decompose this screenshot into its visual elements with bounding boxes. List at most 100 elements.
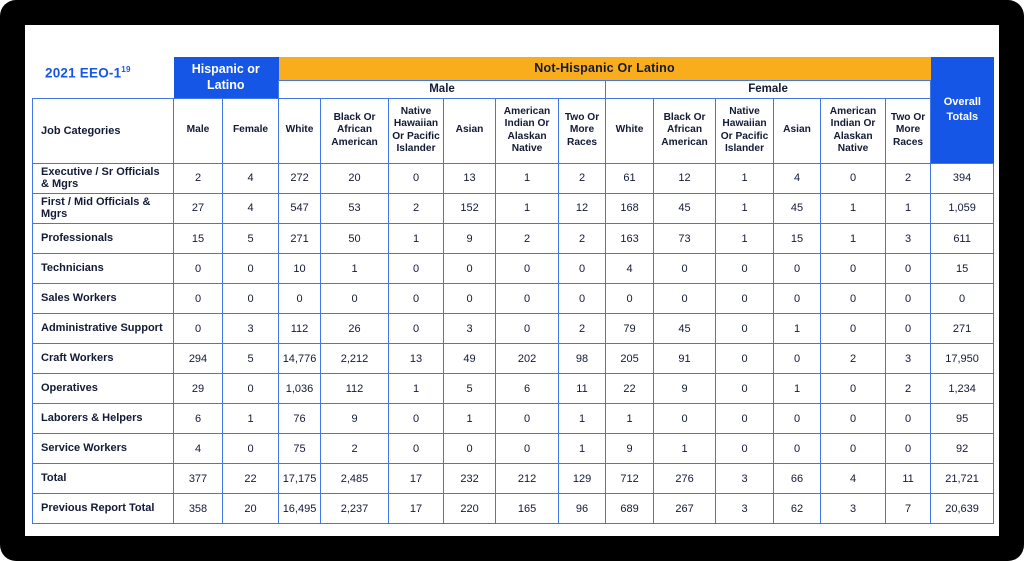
data-cell: 0 [820,433,887,465]
column-header: White [278,97,322,164]
table-row: Operatives 29 0 1,036 112 1 5 6 11 22 9 0 1 0 2 1,234 [32,373,995,405]
data-cell: 2,485 [320,463,390,495]
data-cell: 4 [820,463,887,495]
data-cell: 7 [885,493,932,525]
data-cell: 0 [221,433,280,465]
data-cell: 15 [173,223,223,255]
data-cell: 27 [173,192,223,225]
data-cell: 0 [773,253,822,285]
table-row: Administrative Support 0 3 112 26 0 3 0 2 79 45 0 1 0… [32,313,995,345]
data-cell: 12 [653,162,717,194]
data-cell: 22 [605,373,655,405]
data-cell: 2 [558,223,607,255]
data-cell: 0 [558,253,607,285]
table-row: Sales Workers 0 0 0 0 0 0 0 0 0 0 0 0 0 0 0 [32,283,995,315]
data-cell: 0 [388,253,445,285]
data-cell: 267 [653,493,717,525]
column-header: Black Or African American [653,97,717,164]
eeo1-table: Hispanic or Latino Not-Hispanic Or Latin… [32,57,995,525]
data-cell: 29 [173,373,223,405]
column-header: Two Or More Races [558,97,607,164]
overall-totals-banner: Overall Totals [930,57,994,163]
column-header: Male [173,97,223,164]
data-cell: 0 [653,283,717,315]
data-cell: 1 [885,192,932,225]
data-cell: 0 [715,253,775,285]
data-cell: 3 [221,313,280,345]
data-cell: 13 [443,162,497,194]
data-cell: 2 [558,313,607,345]
data-cell: 0 [495,313,560,345]
data-cell: 0 [173,253,223,285]
banner-row-top: Hispanic or Latino Not-Hispanic Or Latin… [33,57,994,163]
data-cell: 168 [605,192,655,225]
data-cell: 0 [495,403,560,435]
data-cell: 271 [278,223,322,255]
data-cell: 16,495 [278,493,322,525]
data-cell: 0 [221,283,280,315]
data-cell: 1 [388,373,445,405]
data-cell: 75 [278,433,322,465]
data-cell: 0 [558,283,607,315]
data-cell: 4 [173,433,223,465]
data-cell: 22 [221,463,280,495]
data-cell: 11 [558,373,607,405]
data-cell: 0 [820,403,887,435]
data-cell: 276 [653,463,717,495]
data-cell: 0 [653,403,717,435]
data-cell: 0 [278,283,322,315]
spacer-cell [33,80,174,98]
data-cell: 0 [820,313,887,345]
column-header-row: Job Categories Male Female White Black Or A… [32,97,994,164]
data-cell: 2 [820,343,887,375]
data-cell: 112 [320,373,390,405]
data-cell: 20 [221,493,280,525]
data-cell: 3 [885,343,932,375]
data-cell: 0 [388,313,445,345]
data-cell: 0 [885,283,932,315]
data-cell: 202 [495,343,560,375]
data-cell: 0 [653,253,717,285]
data-cell: 45 [653,313,717,345]
data-cell: 79 [605,313,655,345]
data-cell: 15 [773,223,822,255]
overall-total-cell: 394 [930,162,995,194]
data-cell: 26 [320,313,390,345]
data-cell: 0 [773,343,822,375]
data-cell: 1 [820,223,887,255]
hispanic-latino-banner: Hispanic or Latino [173,57,279,98]
data-cell: 45 [653,192,717,225]
job-category-label: Administrative Support [32,313,174,345]
data-cell: 5 [221,223,280,255]
data-cell: 3 [715,463,775,495]
data-cell: 9 [605,433,655,465]
job-category-label: Craft Workers [32,343,174,375]
data-cell: 17,175 [278,463,322,495]
data-cell: 1 [820,192,887,225]
data-cell: 5 [221,343,280,375]
data-cell: 4 [221,162,280,194]
data-cell: 272 [278,162,322,194]
data-cell: 0 [495,253,560,285]
data-cell: 0 [773,283,822,315]
data-cell: 2,237 [320,493,390,525]
data-cell: 0 [773,433,822,465]
data-cell: 2,212 [320,343,390,375]
data-cell: 0 [820,162,887,194]
data-cell: 1 [443,403,497,435]
column-header: American Indian Or Alaskan Native [495,97,560,164]
data-cell: 45 [773,192,822,225]
data-cell: 3 [820,493,887,525]
data-cell: 358 [173,493,223,525]
data-cell: 152 [443,192,497,225]
overall-total-cell: 21,721 [930,463,995,495]
report-card: 2021 EEO-119 Hispanic or Latino Not-Hisp… [25,25,999,536]
data-cell: 12 [558,192,607,225]
data-cell: 0 [715,403,775,435]
data-cell: 547 [278,192,322,225]
overall-total-cell: 95 [930,403,995,435]
data-cell: 0 [885,403,932,435]
data-cell: 9 [320,403,390,435]
data-cell: 2 [388,192,445,225]
data-cell: 1 [715,162,775,194]
